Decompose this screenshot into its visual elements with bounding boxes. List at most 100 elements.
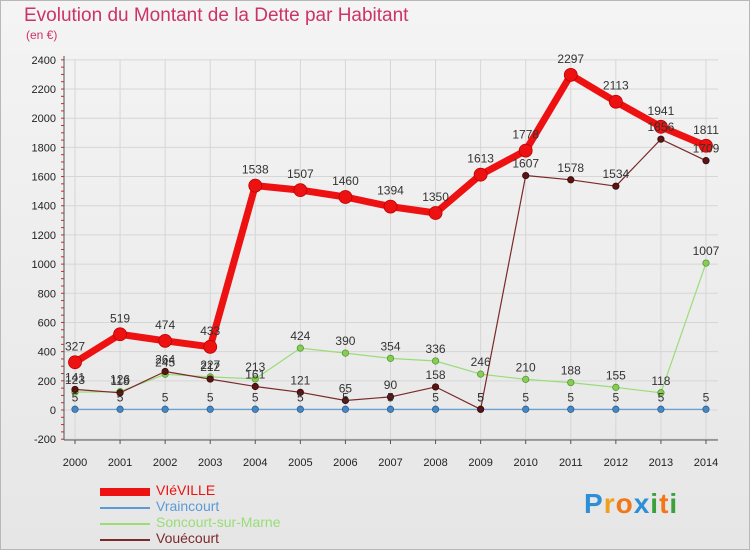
data-label: 1607 (512, 157, 539, 171)
data-label: 1613 (467, 152, 494, 166)
data-label: 2113 (603, 79, 629, 93)
data-point (161, 405, 169, 413)
data-point (206, 375, 214, 383)
proxiti-logo: Proxiti (584, 488, 678, 520)
data-label: 227 (200, 358, 220, 372)
data-label: 246 (471, 355, 491, 369)
data-label: 126 (110, 373, 130, 387)
data-label: 5 (252, 390, 259, 404)
data-point (161, 367, 169, 376)
x-tick-label: 2014 (694, 457, 718, 469)
data-point (612, 383, 620, 391)
legend-swatch (100, 523, 150, 525)
data-point (341, 396, 350, 405)
data-label: 155 (606, 368, 626, 382)
x-tick-label: 2009 (468, 457, 492, 469)
data-point (567, 378, 575, 387)
data-point (251, 375, 259, 383)
data-label: 390 (335, 334, 355, 348)
x-tick-label: 2007 (378, 457, 402, 469)
data-label: 5 (477, 390, 484, 404)
data-label: 5 (162, 390, 169, 404)
y-tick-label: 600 (38, 317, 56, 329)
x-tick-label: 2003 (198, 457, 222, 469)
data-point (71, 405, 79, 413)
data-point (608, 94, 623, 109)
data-label: 213 (245, 360, 265, 374)
logo-letter: o (615, 488, 634, 519)
data-point (522, 405, 530, 413)
data-label: 5 (477, 390, 484, 404)
data-label: 1578 (557, 161, 584, 175)
data-label: 1507 (287, 167, 314, 181)
data-label: 5 (522, 390, 529, 404)
legend-swatch (100, 488, 150, 496)
y-tick-label: 0 (50, 405, 56, 417)
y-tick-label: 1800 (32, 142, 56, 154)
data-label: 5 (342, 390, 349, 404)
y-tick-label: 200 (38, 376, 56, 388)
data-point (158, 333, 173, 348)
data-point (567, 405, 575, 413)
data-point (386, 354, 395, 362)
data-label: 161 (245, 368, 265, 382)
data-label: 5 (72, 390, 79, 404)
data-label: 212 (200, 360, 220, 374)
data-point (383, 199, 398, 214)
data-label: 1811 (693, 123, 719, 137)
data-point (612, 405, 620, 413)
data-point (702, 259, 710, 267)
x-tick-label: 2013 (649, 457, 673, 469)
data-point (386, 405, 395, 413)
y-tick-label: 800 (38, 288, 56, 300)
y-tick-label: -200 (34, 434, 56, 446)
data-label: 245 (155, 355, 175, 369)
data-label: 210 (516, 360, 536, 374)
data-point (71, 385, 79, 394)
data-label: 1350 (422, 190, 449, 204)
data-point (518, 143, 533, 158)
data-point (116, 389, 124, 397)
logo-letter: t (659, 488, 670, 519)
data-label: 5 (387, 390, 394, 404)
data-label: 141 (65, 370, 85, 384)
data-point (206, 405, 214, 413)
data-point (296, 405, 304, 413)
data-point (477, 405, 485, 413)
logo-letter: r (603, 488, 616, 519)
data-label: 5 (297, 390, 304, 404)
y-tick-label: 1200 (32, 230, 56, 242)
data-point (296, 344, 304, 352)
axes: -200 0 200 400 600 800 1000 1200 1400 1600 1800 200… (32, 55, 719, 469)
data-point (251, 382, 259, 391)
data-label: 1534 (602, 167, 629, 181)
data-point (116, 405, 124, 413)
data-point (657, 389, 665, 397)
data-label: 118 (110, 374, 129, 388)
legend-swatch (100, 539, 150, 541)
legend-label: VIéVILLE (156, 482, 216, 498)
y-tick-label: 1400 (32, 201, 56, 213)
data-point (522, 171, 530, 180)
x-tick-label: 2010 (513, 457, 537, 469)
y-tick-label: 2200 (32, 84, 56, 96)
data-point (477, 370, 485, 378)
legend-label: Vraincourt (156, 498, 220, 514)
data-point (657, 135, 665, 143)
data-point (522, 375, 530, 383)
data-label: 5 (207, 390, 214, 404)
x-tick-label: 2004 (243, 457, 267, 469)
logo-letter: P (584, 488, 604, 519)
x-tick-label: 2006 (333, 457, 357, 469)
data-label: 5 (658, 390, 665, 404)
data-label: 188 (561, 364, 581, 378)
data-label: 424 (290, 329, 310, 343)
data-label: 264 (155, 352, 175, 366)
data-point (251, 405, 259, 413)
data-label: 90 (384, 378, 398, 392)
data-label: 1460 (332, 174, 359, 188)
data-label: 2297 (557, 52, 584, 66)
data-point (338, 190, 353, 204)
data-point (203, 339, 218, 354)
logo-letter: i (650, 488, 660, 519)
